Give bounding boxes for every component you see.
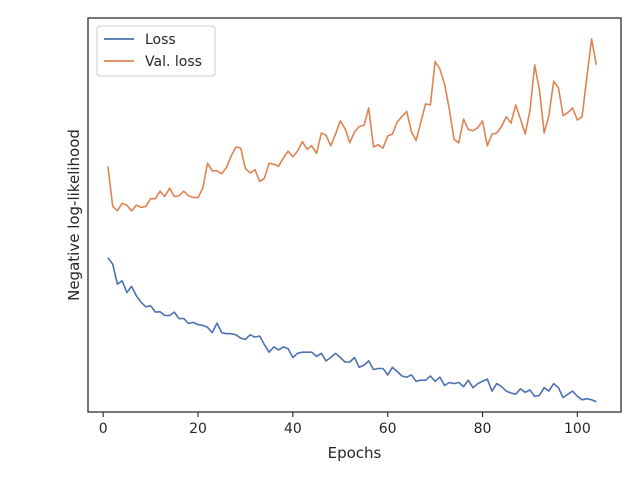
legend: Loss Val. loss: [96, 25, 216, 77]
plot-background: [88, 18, 621, 412]
x-tick-label: 40: [284, 421, 302, 437]
y-axis-label: Negative log-likelihood: [65, 129, 83, 301]
x-tick-label: 100: [564, 421, 591, 437]
x-tick-label: 20: [189, 421, 207, 437]
series-line-val-loss: [107, 38, 598, 212]
x-tick-label: 80: [474, 421, 492, 437]
x-ticks: 0 20 40 60 80 100: [99, 412, 591, 437]
series-line-loss: [107, 257, 597, 403]
series-layer: [107, 38, 598, 403]
x-axis-label: Epochs: [328, 444, 382, 462]
x-tick-label: 60: [379, 421, 397, 437]
x-tick-label: 0: [99, 421, 108, 437]
legend-label-val-loss: Val. loss: [145, 54, 202, 70]
plot-frame: [87, 17, 622, 413]
legend-label-loss: Loss: [145, 32, 176, 48]
